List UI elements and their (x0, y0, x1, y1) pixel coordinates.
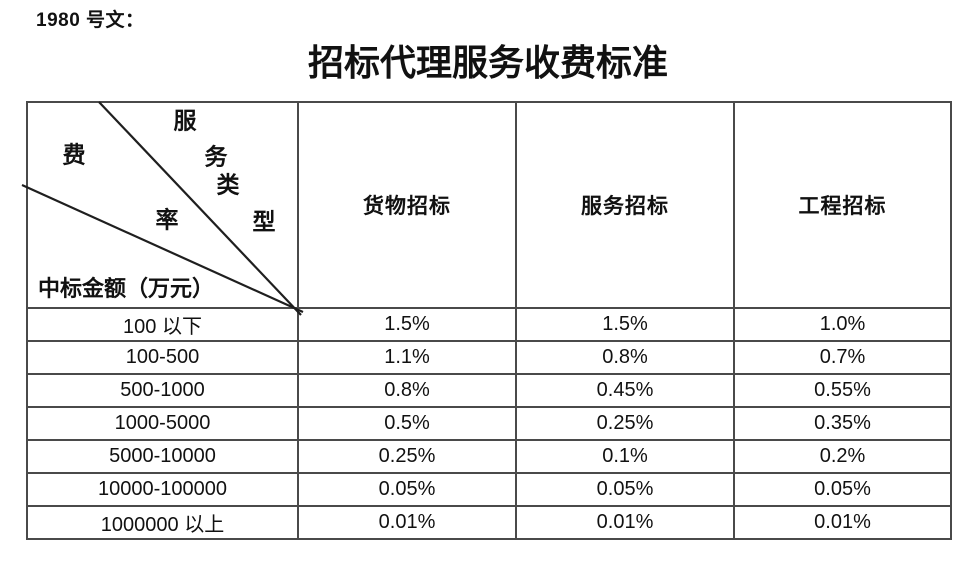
column-header-services: 服务招标 (515, 101, 735, 309)
corner-label-fee-rate-char: 率 (155, 207, 179, 233)
rate-cell: 0.7% (733, 340, 952, 375)
rate-cell: 0.01% (297, 505, 517, 540)
table-row: 1000-5000 0.5% 0.25% 0.35% (26, 406, 952, 441)
header-row: 服 务 类 型 费 率 中标金额（万元） 货物招标 服务招标 工程招标 (21, 101, 952, 316)
rate-cell: 0.35% (733, 406, 952, 441)
fee-table-body: 100 以下 1.5% 1.5% 1.0% 100-500 1.1% 0.8% 0.7% 500… (26, 307, 952, 540)
rate-cell: 0.01% (733, 505, 952, 540)
corner-label-service-type-char: 服 (173, 108, 197, 134)
amount-range-cell: 100-500 (26, 340, 299, 375)
table-row: 1000000 以上 0.01% 0.01% 0.01% (26, 505, 952, 540)
rate-cell: 1.5% (297, 307, 517, 342)
table-row: 100-500 1.1% 0.8% 0.7% (26, 340, 952, 375)
rate-cell: 0.01% (515, 505, 735, 540)
fee-table: 服 务 类 型 费 率 中标金额（万元） 货物招标 服务招标 工程招标 100 … (21, 101, 952, 540)
rate-cell: 1.5% (515, 307, 735, 342)
table-row: 100 以下 1.5% 1.5% 1.0% (26, 307, 952, 342)
rate-cell: 0.05% (733, 472, 952, 507)
rate-cell: 0.55% (733, 373, 952, 408)
diagonal-divider-lines (21, 101, 304, 316)
amount-range-cell: 500-1000 (26, 373, 299, 408)
rate-cell: 0.2% (733, 439, 952, 474)
rate-cell: 1.0% (733, 307, 952, 342)
amount-range-cell: 1000000 以上 (26, 505, 299, 540)
corner-label-service-type-char: 型 (252, 209, 276, 235)
rate-cell: 0.8% (515, 340, 735, 375)
corner-header-cell: 服 务 类 型 费 率 中标金额（万元） (21, 101, 304, 316)
doc-reference-label: 1980 号文： (36, 10, 145, 31)
table-row: 10000-100000 0.05% 0.05% 0.05% (26, 472, 952, 507)
amount-range-cell: 100 以下 (26, 307, 299, 342)
corner-label-service-type-char: 务 (204, 144, 228, 170)
rate-cell: 0.8% (297, 373, 517, 408)
rate-cell: 0.25% (297, 439, 517, 474)
corner-label-fee-rate-char: 费 (62, 142, 86, 168)
column-header-goods: 货物招标 (297, 101, 517, 309)
rate-cell: 0.05% (297, 472, 517, 507)
rate-cell: 0.1% (515, 439, 735, 474)
table-row: 5000-10000 0.25% 0.1% 0.2% (26, 439, 952, 474)
rate-cell: 1.1% (297, 340, 517, 375)
rate-cell: 0.25% (515, 406, 735, 441)
column-header-engineering: 工程招标 (733, 101, 952, 309)
amount-range-cell: 1000-5000 (26, 406, 299, 441)
table-row: 500-1000 0.8% 0.45% 0.55% (26, 373, 952, 408)
rate-cell: 0.05% (515, 472, 735, 507)
rate-cell: 0.5% (297, 406, 517, 441)
page-title: 招标代理服务收费标准 (307, 43, 668, 83)
amount-range-cell: 5000-10000 (26, 439, 299, 474)
corner-label-amount: 中标金额（万元） (38, 275, 215, 301)
rate-cell: 0.45% (515, 373, 735, 408)
amount-range-cell: 10000-100000 (26, 472, 299, 507)
corner-label-service-type-char: 类 (216, 172, 240, 198)
